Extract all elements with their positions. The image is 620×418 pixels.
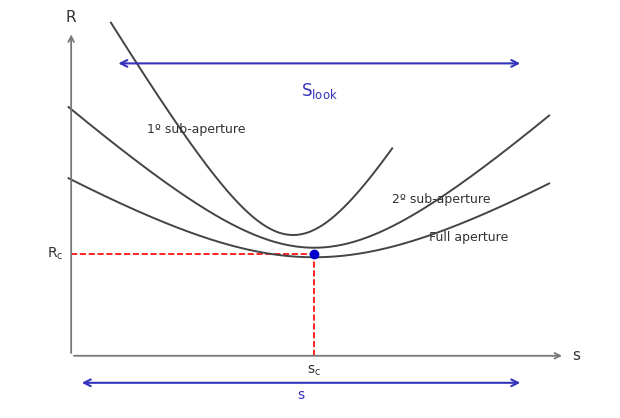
Text: R$_{\mathregular{c}}$: R$_{\mathregular{c}}$ (47, 246, 63, 262)
Text: s: s (573, 348, 581, 363)
Text: s: s (298, 387, 304, 402)
Text: Full aperture: Full aperture (429, 232, 508, 245)
Text: 2º sub-aperture: 2º sub-aperture (392, 193, 491, 206)
Text: s$_{\mathregular{c}}$: s$_{\mathregular{c}}$ (307, 364, 321, 378)
Text: R: R (66, 10, 76, 25)
Text: 1º sub-aperture: 1º sub-aperture (147, 123, 246, 136)
Text: S$_{\mathregular{look}}$: S$_{\mathregular{look}}$ (301, 81, 338, 101)
